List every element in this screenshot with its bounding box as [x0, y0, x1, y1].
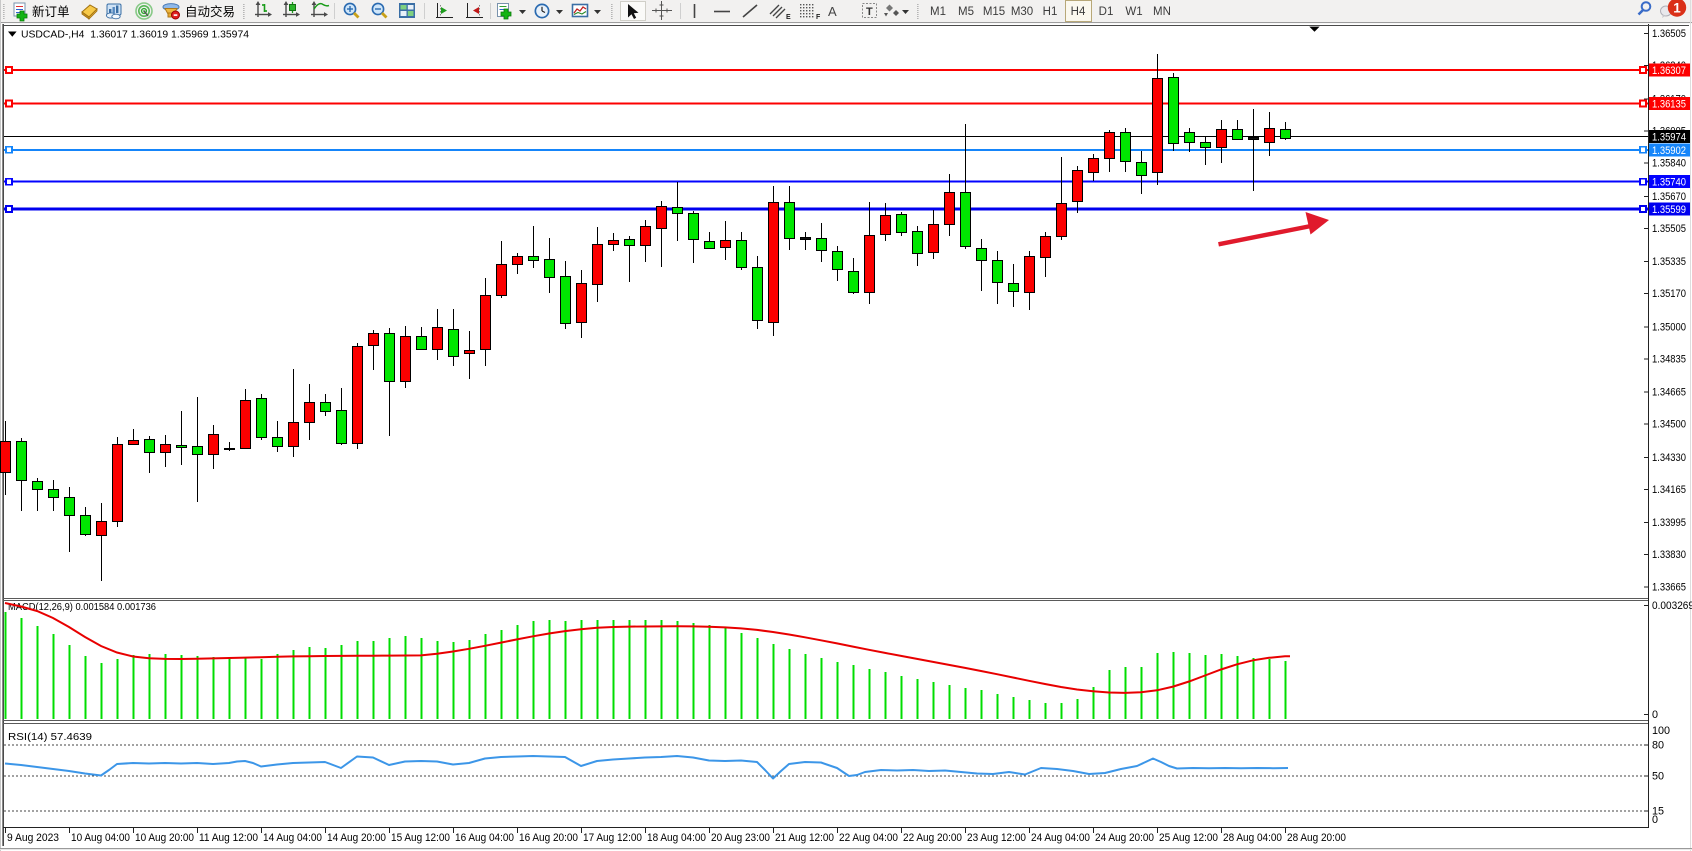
svg-text:1.36505: 1.36505 [1652, 28, 1686, 40]
svg-text:1.35000: 1.35000 [1652, 321, 1686, 333]
svg-text:14 Aug 04:00: 14 Aug 04:00 [263, 832, 322, 844]
svg-text:H1: H1 [1043, 6, 1058, 18]
svg-text:T: T [866, 6, 873, 18]
svg-text:0: 0 [1652, 814, 1658, 826]
svg-text:H4: H4 [1071, 6, 1086, 18]
svg-text:20 Aug 23:00: 20 Aug 23:00 [711, 832, 770, 844]
svg-text:50: 50 [1652, 771, 1664, 783]
svg-text:9 Aug 2023: 9 Aug 2023 [7, 832, 59, 844]
svg-text:USDCAD-,H4 1.36017 1.36019 1.: USDCAD-,H4 1.36017 1.36019 1.35969 1.359… [21, 30, 249, 41]
svg-text:18 Aug 04:00: 18 Aug 04:00 [647, 832, 706, 844]
svg-text:24 Aug 04:00: 24 Aug 04:00 [1031, 832, 1090, 844]
svg-text:M1: M1 [930, 6, 946, 18]
svg-text:1.35740: 1.35740 [1652, 177, 1686, 189]
svg-text:15 Aug 12:00: 15 Aug 12:00 [391, 832, 450, 844]
svg-text:1: 1 [1673, 1, 1681, 16]
svg-text:15: 15 [1652, 806, 1664, 818]
svg-text:11 Aug 12:00: 11 Aug 12:00 [199, 832, 258, 844]
svg-text:1.35170: 1.35170 [1652, 288, 1686, 300]
svg-text:MN: MN [1153, 6, 1171, 18]
svg-text:100: 100 [1652, 725, 1670, 737]
svg-text:0.003269: 0.003269 [1652, 600, 1692, 612]
svg-text:W1: W1 [1125, 6, 1142, 18]
svg-text:M5: M5 [958, 6, 974, 18]
svg-text:1.33665: 1.33665 [1652, 581, 1686, 593]
svg-text:10 Aug 04:00: 10 Aug 04:00 [71, 832, 130, 844]
svg-text:22 Aug 20:00: 22 Aug 20:00 [903, 832, 962, 844]
svg-text:1.36307: 1.36307 [1652, 65, 1686, 77]
svg-text:1.35902: 1.35902 [1652, 145, 1686, 157]
svg-text:M30: M30 [1011, 6, 1033, 18]
svg-text:RSI(14) 57.4639: RSI(14) 57.4639 [8, 732, 92, 743]
svg-text:1.35670: 1.35670 [1652, 191, 1686, 203]
svg-text:25 Aug 12:00: 25 Aug 12:00 [1159, 832, 1218, 844]
svg-text:1.35335: 1.35335 [1652, 256, 1686, 268]
svg-text:1.35505: 1.35505 [1652, 223, 1686, 235]
svg-text:23 Aug 12:00: 23 Aug 12:00 [967, 832, 1026, 844]
svg-text:1.34665: 1.34665 [1652, 387, 1686, 399]
svg-text:新订单: 新订单 [32, 4, 70, 19]
svg-text:21 Aug 12:00: 21 Aug 12:00 [775, 832, 834, 844]
svg-text:D1: D1 [1099, 6, 1114, 18]
svg-text:1.34330: 1.34330 [1652, 452, 1686, 464]
svg-text:80: 80 [1652, 740, 1664, 752]
svg-text:14 Aug 20:00: 14 Aug 20:00 [327, 832, 386, 844]
svg-text:1.33995: 1.33995 [1652, 517, 1686, 529]
svg-text:1.35599: 1.35599 [1652, 204, 1686, 216]
svg-text:E: E [786, 14, 791, 21]
svg-text:16 Aug 04:00: 16 Aug 04:00 [455, 832, 514, 844]
svg-text:1.34500: 1.34500 [1652, 419, 1686, 431]
svg-text:16 Aug 20:00: 16 Aug 20:00 [519, 832, 578, 844]
svg-text:1.36135: 1.36135 [1652, 99, 1686, 111]
svg-text:24 Aug 20:00: 24 Aug 20:00 [1095, 832, 1154, 844]
svg-text:F: F [816, 14, 821, 21]
svg-text:A: A [828, 4, 837, 19]
svg-text:28 Aug 04:00: 28 Aug 04:00 [1223, 832, 1282, 844]
svg-text:MACD(12,26,9) 0.001584 0.00173: MACD(12,26,9) 0.001584 0.001736 [8, 602, 156, 613]
svg-text:1.35974: 1.35974 [1652, 132, 1686, 144]
svg-text:17 Aug 12:00: 17 Aug 12:00 [583, 832, 642, 844]
svg-text:1.34165: 1.34165 [1652, 484, 1686, 496]
svg-text:22 Aug 04:00: 22 Aug 04:00 [839, 832, 898, 844]
svg-text:1.35840: 1.35840 [1652, 158, 1686, 170]
svg-text:自动交易: 自动交易 [185, 4, 235, 19]
svg-text:28 Aug 20:00: 28 Aug 20:00 [1287, 832, 1346, 844]
svg-text:10 Aug 20:00: 10 Aug 20:00 [135, 832, 194, 844]
svg-text:M15: M15 [983, 6, 1005, 18]
svg-text:1.33830: 1.33830 [1652, 549, 1686, 561]
svg-text:0: 0 [1652, 709, 1658, 721]
svg-text:1.34835: 1.34835 [1652, 353, 1686, 365]
